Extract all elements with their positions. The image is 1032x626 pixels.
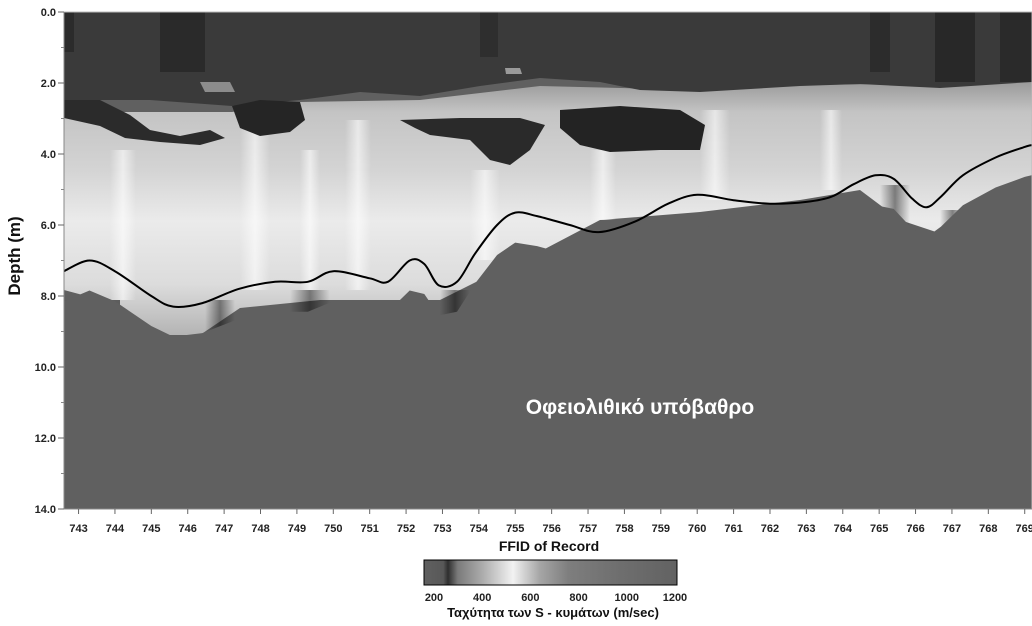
x-tick-label: 756 (542, 523, 560, 535)
x-tick-label: 748 (251, 523, 269, 535)
bedrock-annotation: Οφειολιθικό υπόβαθρο (526, 396, 754, 419)
y-tick-label: 12.0 (35, 433, 56, 445)
heatmap-field (64, 12, 1032, 509)
x-tick-label: 744 (106, 523, 125, 535)
y-axis-title: Depth (m) (5, 216, 24, 295)
x-tick-label: 754 (470, 523, 489, 535)
low-velocity-patches (64, 68, 705, 165)
x-tick-label: 750 (324, 523, 342, 535)
colorbar-label: Ταχύτητα των S - κυμάτων (m/sec) (447, 605, 659, 620)
x-tick-label: 763 (797, 523, 815, 535)
colorbar: 200 400 600 800 1000 1200 Ταχύτητα των S - κυ… (423, 559, 687, 620)
x-tick-label: 745 (142, 523, 160, 535)
x-tick-label: 757 (579, 523, 597, 535)
colorbar-tick-label: 800 (569, 592, 587, 604)
colorbar-tick-label: 200 (425, 592, 443, 604)
colorbar-gradient (423, 559, 678, 586)
x-tick-label: 749 (288, 523, 306, 535)
x-tick-label: 759 (652, 523, 670, 535)
y-tick-label: 0.0 (41, 7, 56, 19)
x-tick-label: 743 (69, 523, 87, 535)
bedrock-boundary-line (64, 144, 1032, 308)
x-axis-title: FFID of Record (499, 538, 599, 554)
x-tick-label: 769 (1016, 523, 1032, 535)
y-tick-label: 10.0 (35, 362, 56, 374)
y-axis: 0.0 2.0 4.0 6.0 8.0 10.0 12.0 14.0 (35, 7, 65, 516)
colorbar-ticks: 200 400 600 800 1000 1200 (425, 592, 687, 604)
x-axis: 743 744 745 746 747 748 749 750 751 752 753 754 755 7… (64, 508, 1032, 535)
x-tick-label: 766 (906, 523, 924, 535)
dark-vertical-bands (64, 12, 1032, 82)
x-tick-label: 746 (179, 523, 197, 535)
x-tick-label: 768 (979, 523, 997, 535)
colorbar-tick-label: 400 (473, 592, 491, 604)
light-streaks (110, 110, 842, 300)
colorbar-tick-label: 600 (521, 592, 539, 604)
y-tick-label: 14.0 (35, 504, 56, 516)
x-tick-label: 751 (361, 523, 379, 535)
plot-area: Οφειολιθικό υπόβαθρο (63, 11, 1032, 510)
low-velocity-upper-layer (64, 12, 1032, 106)
y-tick-label: 8.0 (41, 291, 56, 303)
x-tick-label: 758 (615, 523, 633, 535)
colorbar-tick-label: 1200 (663, 592, 687, 604)
x-tick-label: 765 (870, 523, 888, 535)
x-tick-label: 764 (834, 523, 853, 535)
y-tick-label: 2.0 (41, 78, 56, 90)
y-tick-label: 6.0 (41, 220, 56, 232)
bedrock-fill (64, 175, 1032, 509)
y-tick-label: 4.0 (41, 149, 56, 161)
x-tick-label: 761 (724, 523, 742, 535)
x-tick-label: 747 (215, 523, 233, 535)
x-tick-label: 752 (397, 523, 415, 535)
x-tick-label: 760 (688, 523, 706, 535)
x-tick-label: 755 (506, 523, 524, 535)
x-tick-label: 753 (433, 523, 451, 535)
x-tick-label: 762 (761, 523, 779, 535)
x-tick-label: 767 (943, 523, 961, 535)
colorbar-tick-label: 1000 (615, 592, 639, 604)
